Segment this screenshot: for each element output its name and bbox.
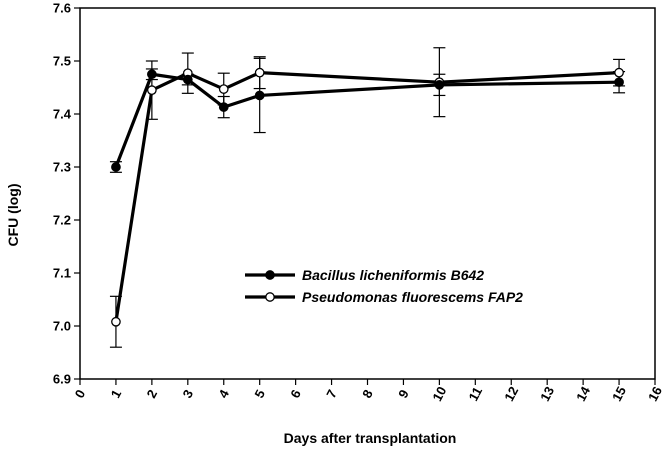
data-point-bacillus: [434, 80, 445, 90]
y-tick-label: 7.5: [53, 54, 71, 69]
series-line-pseudomonas: [114, 71, 620, 323]
data-point-pseudomonas: [218, 84, 229, 94]
legend-label-pseudomonas: Pseudomonas fluorescems FAP2: [302, 289, 523, 305]
series-line-bacillus: [114, 72, 620, 168]
legend-marker-pseudomonas: [265, 292, 275, 302]
x-tick-label: 7: [323, 387, 340, 400]
x-tick-label: 11: [465, 384, 485, 403]
x-tick-label: 14: [573, 383, 593, 403]
data-point-bacillus: [182, 74, 193, 85]
data-point-bacillus: [147, 69, 157, 80]
x-tick-label: 9: [395, 387, 412, 400]
x-tick-label: 12: [501, 384, 521, 404]
y-tick-label: 7.3: [53, 160, 71, 175]
data-point-pseudomonas: [254, 67, 265, 78]
x-tick-label: 5: [251, 387, 268, 400]
data-point-bacillus: [254, 90, 265, 101]
x-tick-label: 13: [537, 384, 557, 404]
x-axis-title: Days after transplantation: [284, 430, 457, 446]
x-tick-label: 3: [180, 387, 197, 400]
data-point-bacillus: [111, 162, 121, 172]
data-point-pseudomonas: [614, 67, 624, 78]
x-tick-label: 15: [609, 384, 629, 404]
y-tick-label: 7.1: [53, 266, 71, 281]
y-tick-label: 7.0: [53, 319, 71, 334]
legend: Bacillus licheniformis B642 Pseudomonas f…: [245, 267, 523, 305]
data-point-pseudomonas: [111, 316, 121, 327]
x-tick-label: 2: [144, 387, 161, 400]
x-tick-label: 10: [429, 384, 449, 404]
x-tick-label: 4: [215, 386, 232, 400]
x-tick-label: 8: [359, 387, 376, 400]
y-tick-label: 6.9: [53, 372, 71, 387]
legend-marker-bacillus: [265, 270, 275, 280]
y-tick-label: 7.6: [53, 1, 71, 16]
x-tick-label: 6: [287, 387, 304, 400]
x-tick-label: 0: [72, 387, 89, 400]
x-tick-label: 1: [108, 387, 125, 400]
x-tick-label: 16: [645, 384, 665, 404]
legend-label-bacillus: Bacillus licheniformis B642: [302, 267, 484, 283]
data-point-pseudomonas: [147, 85, 157, 96]
data-point-bacillus: [614, 77, 624, 88]
y-tick-label: 7.4: [53, 107, 72, 122]
y-axis-title: CFU (log): [5, 184, 21, 247]
plot-frame: [79, 7, 656, 380]
data-point-bacillus: [218, 102, 229, 112]
y-tick-label: 7.2: [53, 213, 71, 228]
